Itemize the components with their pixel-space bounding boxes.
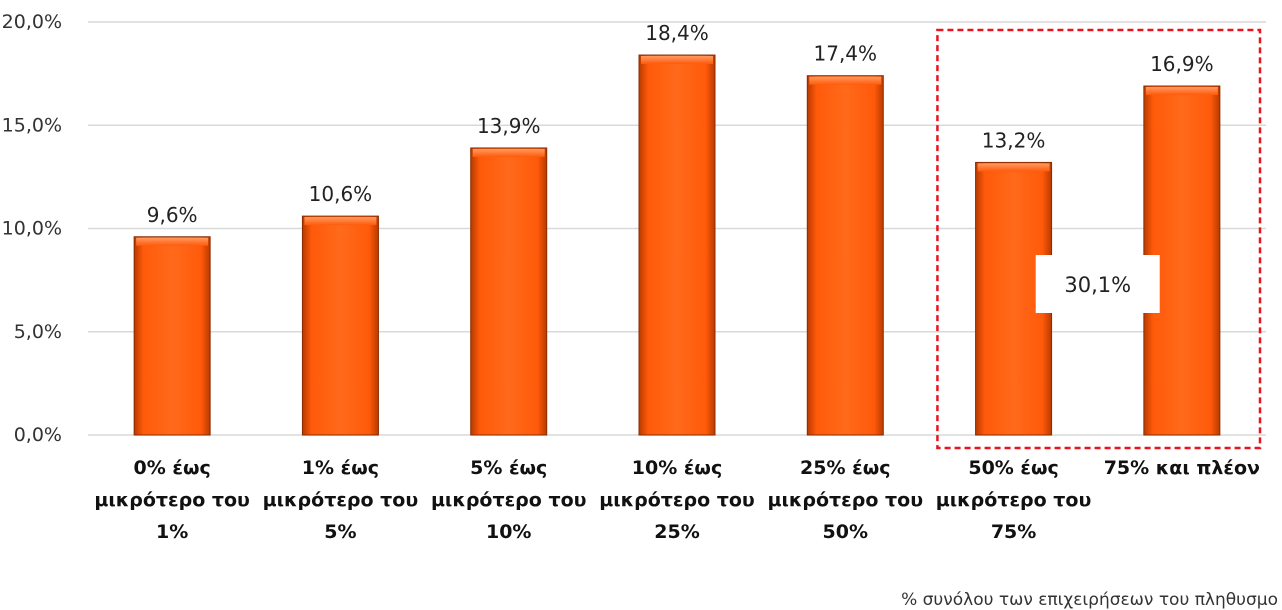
data-labels: 9,6% 10,6% 13,9% 18,4% 17,4% 13,2% 16,9% bbox=[147, 21, 1214, 227]
data-label: 18,4% bbox=[645, 21, 709, 45]
category-label-line: μικρότερο του bbox=[94, 489, 250, 511]
y-tick-label: 15,0% bbox=[2, 114, 62, 136]
category-label: 25% έως μικρότερο του 50% bbox=[768, 457, 924, 543]
data-label: 10,6% bbox=[309, 182, 373, 206]
category-label-line: μικρότερο του bbox=[936, 489, 1092, 511]
category-label: 75% και πλέον bbox=[1104, 457, 1260, 479]
bar bbox=[301, 215, 379, 436]
category-label-line: μικρότερο του bbox=[599, 489, 755, 511]
data-label: 9,6% bbox=[147, 203, 198, 227]
category-label: 10% έως μικρότερο του 25% bbox=[599, 457, 755, 543]
bar-bevel bbox=[809, 76, 882, 85]
highlight-group: 30,1% bbox=[936, 28, 1262, 450]
data-label: 13,2% bbox=[982, 128, 1046, 152]
bar-bevel bbox=[977, 163, 1050, 172]
category-label: 50% έως μικρότερο του 75% bbox=[936, 457, 1092, 543]
category-label-line: μικρότερο του bbox=[768, 489, 924, 511]
category-label-line: 50% bbox=[823, 521, 868, 543]
category-label-line: 25% bbox=[654, 521, 699, 543]
bar-bevel bbox=[136, 237, 209, 246]
category-label: 5% έως μικρότερο του 10% bbox=[431, 457, 587, 543]
y-tick-label: 20,0% bbox=[2, 11, 62, 33]
category-label: 1% έως μικρότερο του 5% bbox=[263, 457, 419, 543]
footnote: % συνόλου των επιχειρήσεων του πληθυσμο bbox=[901, 590, 1278, 610]
highlight-box bbox=[936, 28, 1262, 450]
bar bbox=[806, 75, 884, 436]
highlight-label-background bbox=[1035, 255, 1160, 313]
category-label-line: 5% έως bbox=[470, 457, 547, 479]
y-axis: 0,0% 5,0% 10,0% 15,0% 20,0% bbox=[2, 11, 62, 446]
data-label: 16,9% bbox=[1150, 52, 1214, 76]
category-label-line: μικρότερο του bbox=[431, 489, 587, 511]
category-label-line: 10% bbox=[486, 521, 531, 543]
category-label-line: 1% έως bbox=[302, 457, 379, 479]
bar-bevel bbox=[1145, 87, 1218, 96]
category-label-line: μικρότερο του bbox=[263, 489, 419, 511]
y-tick-label: 10,0% bbox=[2, 218, 62, 240]
bars bbox=[133, 54, 1221, 436]
category-label: 0% έως μικρότερο του 1% bbox=[94, 457, 250, 543]
category-label-line: 10% έως bbox=[632, 457, 722, 479]
y-tick-label: 5,0% bbox=[14, 321, 62, 343]
category-label-line: 0% έως bbox=[134, 457, 211, 479]
bar bbox=[470, 147, 548, 436]
bar-bevel bbox=[472, 148, 545, 157]
category-label-line: 25% έως bbox=[800, 457, 890, 479]
highlight-label: 30,1% bbox=[1064, 273, 1131, 297]
x-axis: 0% έως μικρότερο του 1% 1% έως μικρότερο του… bbox=[94, 457, 1260, 543]
category-label-line: 75% και πλέον bbox=[1104, 457, 1260, 479]
data-label: 17,4% bbox=[814, 42, 878, 66]
category-label-line: 5% bbox=[324, 521, 356, 543]
data-label: 13,9% bbox=[477, 114, 541, 138]
bar-bevel bbox=[304, 217, 377, 226]
category-label-line: 50% έως bbox=[968, 457, 1058, 479]
bar bbox=[638, 54, 716, 436]
bar bbox=[133, 236, 211, 436]
category-label-line: 1% bbox=[156, 521, 188, 543]
y-tick-label: 0,0% bbox=[14, 424, 62, 446]
category-label-line: 75% bbox=[991, 521, 1036, 543]
bar-bevel bbox=[641, 56, 713, 65]
